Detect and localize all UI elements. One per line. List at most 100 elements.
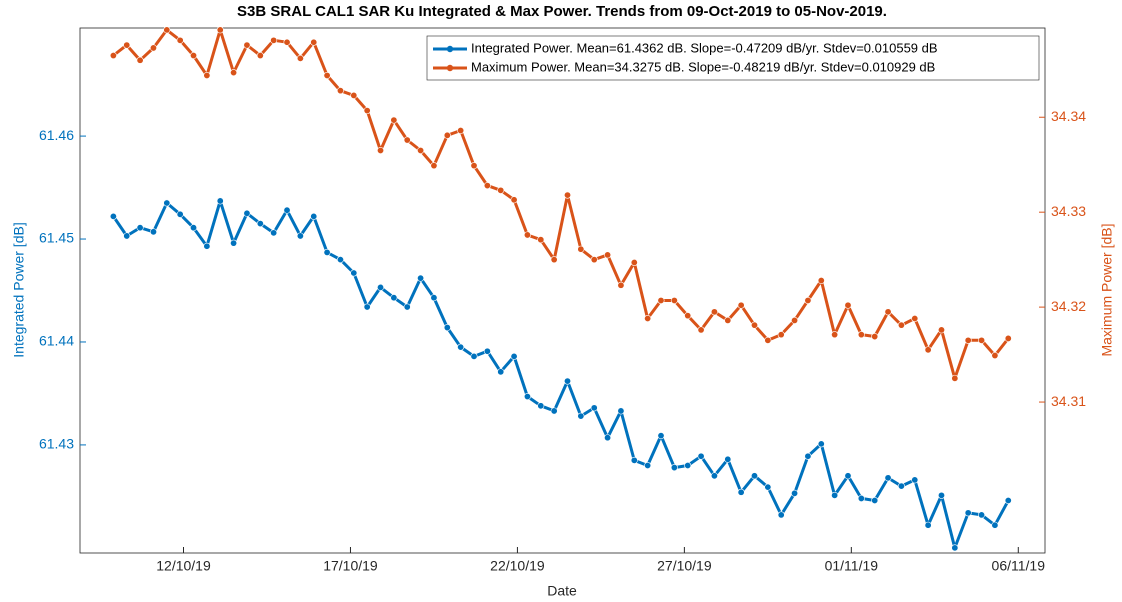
data-point [657, 432, 665, 440]
data-point [377, 146, 385, 154]
data-point [230, 239, 238, 247]
data-point [991, 521, 999, 529]
legend-label: Integrated Power. Mean=61.4362 dB. Slope… [471, 40, 938, 55]
data-point [777, 511, 785, 519]
data-point [804, 296, 812, 304]
data-point [857, 331, 865, 339]
data-point [470, 352, 478, 360]
data-point [203, 242, 211, 250]
data-point [831, 491, 839, 499]
data-point [443, 324, 451, 332]
data-point [937, 491, 945, 499]
data-point [350, 269, 358, 277]
data-point [323, 248, 331, 256]
legend-label: Maximum Power. Mean=34.3275 dB. Slope=-0… [471, 59, 935, 74]
data-point [1004, 496, 1012, 504]
data-point [604, 434, 612, 442]
data-point [617, 281, 625, 289]
data-point [377, 283, 385, 291]
data-point [991, 352, 999, 360]
data-point [363, 303, 371, 311]
data-point [764, 483, 772, 491]
x-tick-label: 22/10/19 [490, 558, 545, 574]
data-point [123, 41, 131, 49]
data-point [670, 296, 678, 304]
y2-axis-label: Maximum Power [dB] [1099, 223, 1115, 356]
data-point [964, 509, 972, 517]
data-point [270, 229, 278, 237]
data-point [897, 482, 905, 490]
data-point [149, 44, 157, 52]
series-line [112, 199, 1010, 550]
data-point [296, 54, 304, 62]
data-point [310, 38, 318, 46]
data-point [871, 333, 879, 341]
data-point [123, 232, 131, 240]
data-point [176, 36, 184, 44]
data-point [564, 191, 572, 199]
data-point [510, 196, 518, 204]
legend-box [426, 35, 1040, 81]
y-tick-label: 61.46 [39, 127, 74, 143]
data-point [283, 38, 291, 46]
data-point [537, 236, 545, 244]
x-tick-label: 12/10/19 [156, 558, 211, 574]
data-point [176, 210, 184, 218]
data-point [550, 407, 558, 415]
y2-tick-label: 34.31 [1051, 393, 1086, 409]
data-point [844, 472, 852, 480]
data-point [857, 494, 865, 502]
data-point [296, 232, 304, 240]
data-point [550, 256, 558, 264]
legend: Integrated Power. Mean=61.4362 dB. Slope… [426, 35, 1040, 81]
data-point [417, 274, 425, 282]
data-point [109, 52, 117, 60]
data-point [817, 277, 825, 285]
legend-marker [446, 64, 454, 72]
y-axis-label: Integrated Power [dB] [11, 222, 27, 357]
data-point [430, 294, 438, 302]
plot-frame [79, 27, 1046, 554]
data-point [911, 315, 919, 323]
data-point [684, 312, 692, 320]
data-point [697, 452, 705, 460]
data-point [203, 71, 211, 79]
data-point [510, 352, 518, 360]
data-point [697, 326, 705, 334]
data-point [256, 52, 264, 60]
data-point [577, 245, 585, 253]
data-point [403, 136, 411, 144]
data-point [764, 336, 772, 344]
data-point [590, 404, 598, 412]
y2-tick-label: 34.32 [1051, 298, 1086, 314]
data-point [978, 511, 986, 519]
data-point [724, 316, 732, 324]
data-point [163, 199, 171, 207]
data-point [216, 26, 224, 34]
data-point [243, 41, 251, 49]
data-point [737, 301, 745, 309]
data-point [350, 91, 358, 99]
data-point [497, 368, 505, 376]
data-point [590, 256, 598, 264]
data-point [336, 87, 344, 95]
data-point [283, 206, 291, 214]
data-point [750, 321, 758, 329]
x-axis-label: Date [547, 583, 577, 599]
data-point [951, 374, 959, 382]
data-point [831, 331, 839, 339]
y-tick-label: 61.43 [39, 436, 74, 452]
data-point [323, 71, 331, 79]
data-point [604, 251, 612, 259]
data-point [644, 315, 652, 323]
data-point [924, 346, 932, 354]
x-tick-label: 06/11/19 [992, 558, 1046, 574]
data-point [951, 544, 959, 552]
data-point [978, 336, 986, 344]
legend-marker [446, 45, 454, 53]
data-point [310, 212, 318, 220]
data-point [483, 347, 491, 355]
y2-tick-label: 34.34 [1051, 108, 1086, 124]
data-point [750, 472, 758, 480]
